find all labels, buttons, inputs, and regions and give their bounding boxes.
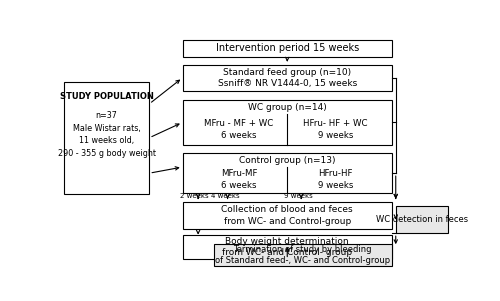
Text: HFru- HF + WC
9 weeks: HFru- HF + WC 9 weeks — [303, 119, 368, 140]
Text: 4 weeks: 4 weeks — [211, 193, 240, 199]
Text: HFru-HF
9 weeks: HFru-HF 9 weeks — [318, 169, 353, 190]
Bar — [396, 206, 448, 233]
Text: Standard feed group (n=10)
Ssniff® NR V1444-0, 15 weeks: Standard feed group (n=10) Ssniff® NR V1… — [218, 68, 357, 88]
Bar — [182, 40, 392, 57]
Bar — [182, 153, 392, 193]
Text: 9 weeks: 9 weeks — [284, 193, 313, 199]
Text: n=37
Male Wistar rats,
11 weeks old,
290 - 355 g body weight: n=37 Male Wistar rats, 11 weeks old, 290… — [58, 111, 156, 158]
Text: Termination of study by bleeding
of Standard feed-, WC- and Control-group: Termination of study by bleeding of Stan… — [215, 245, 390, 265]
Bar — [182, 65, 392, 91]
Text: MFru-MF
6 weeks: MFru-MF 6 weeks — [221, 169, 258, 190]
Bar — [64, 82, 150, 194]
Text: Collection of blood and feces
from WC- and Control-group: Collection of blood and feces from WC- a… — [222, 206, 353, 225]
Text: WC group (n=14): WC group (n=14) — [248, 103, 326, 112]
Text: WC detection in feces: WC detection in feces — [376, 215, 468, 224]
Bar — [182, 100, 392, 145]
Text: Control group (n=13): Control group (n=13) — [239, 156, 336, 165]
Text: Intervention period 15 weeks: Intervention period 15 weeks — [216, 43, 359, 54]
Text: MFru - MF + WC
6 weeks: MFru - MF + WC 6 weeks — [204, 119, 274, 140]
Text: STUDY POPULATION: STUDY POPULATION — [60, 92, 154, 101]
Bar — [182, 202, 392, 229]
Bar — [182, 235, 392, 259]
Bar — [214, 244, 392, 265]
Text: Body weight determination
from WC- and Control- group: Body weight determination from WC- and C… — [222, 237, 352, 257]
Text: 2 weeks: 2 weeks — [180, 193, 208, 199]
